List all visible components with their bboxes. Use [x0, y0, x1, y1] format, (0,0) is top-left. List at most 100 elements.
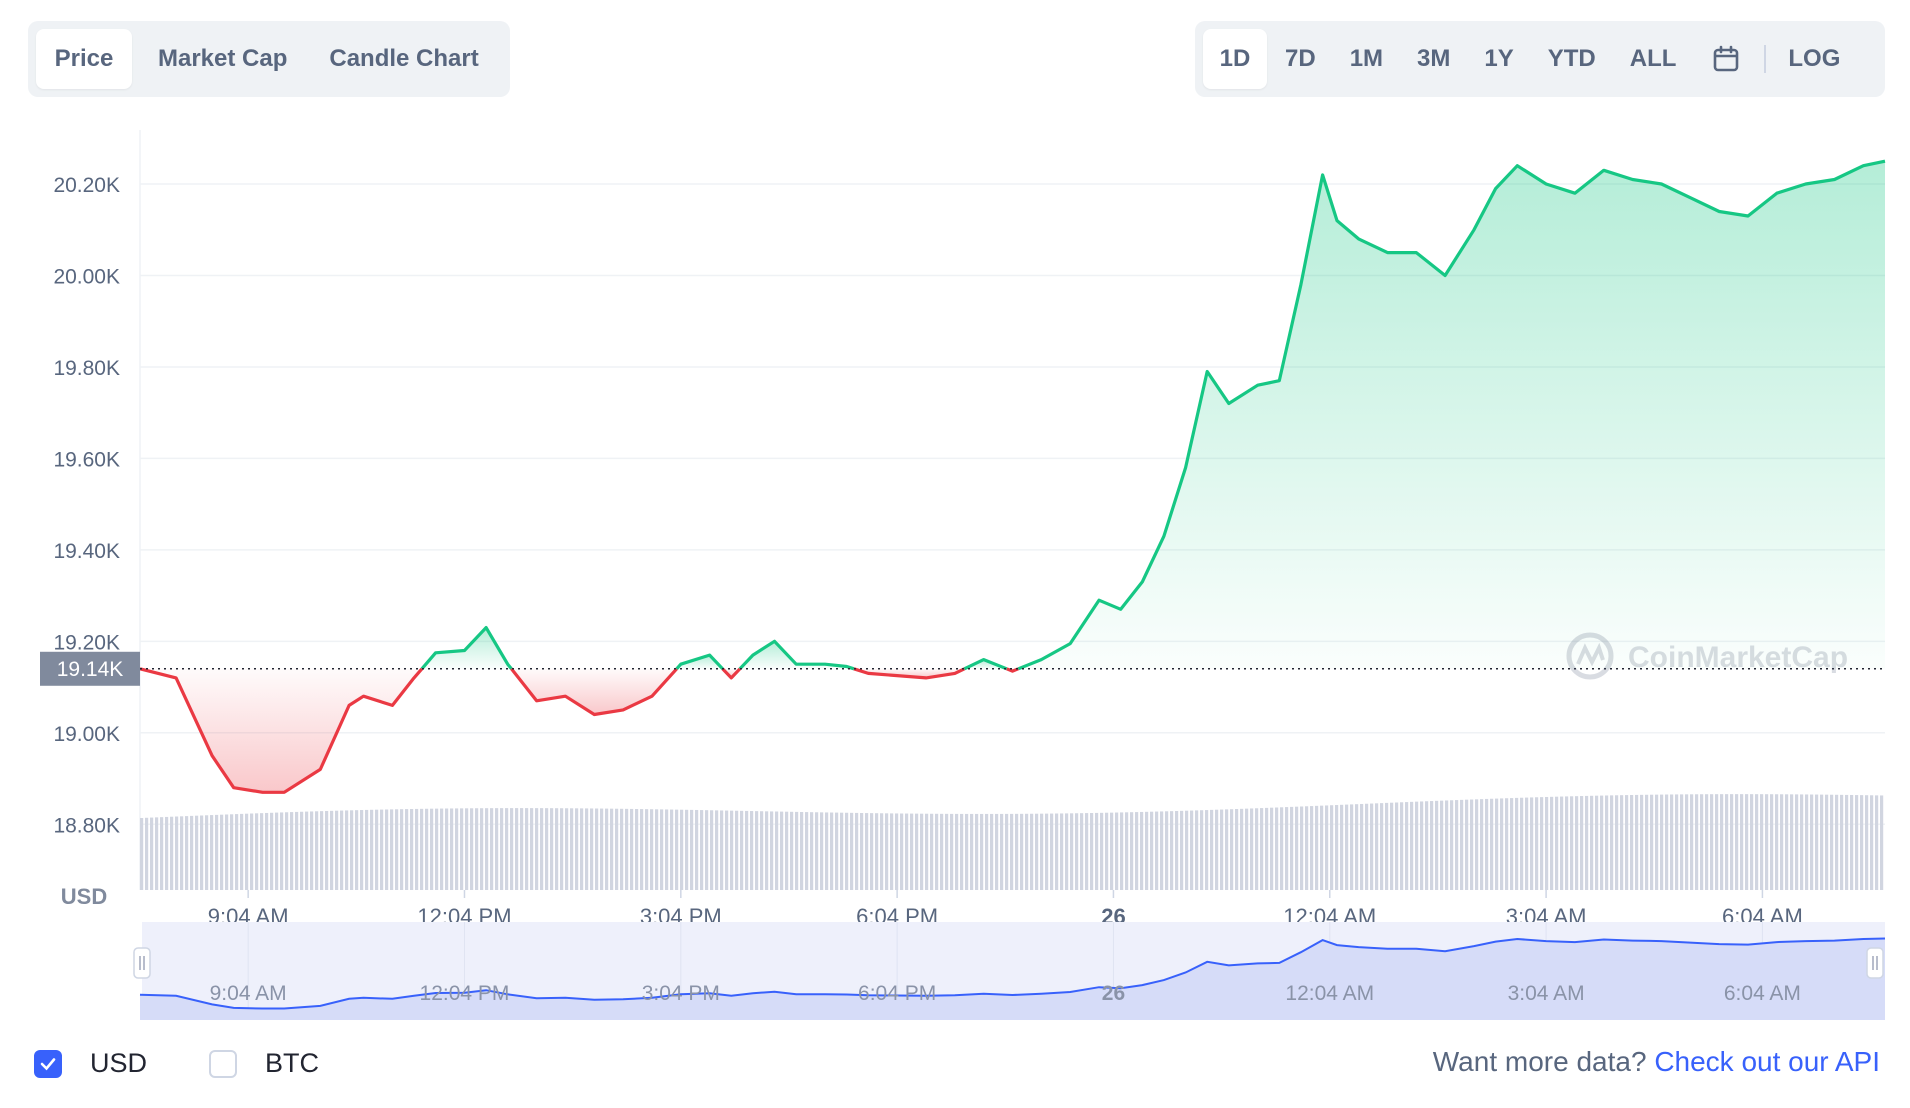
volume-bar: [845, 812, 849, 890]
range-navigator: 9:04 AM 12:04 PM 3:04 PM 6:04 PM 26 12:04 AM 3…: [133, 922, 1886, 1020]
watermark-text: CoinMarketCap: [1628, 641, 1848, 674]
volume-bar: [1715, 794, 1719, 890]
range-1d[interactable]: 1D: [1203, 29, 1267, 89]
volume-bar: [490, 808, 494, 890]
volume-bar: [1145, 811, 1149, 890]
volume-bar: [1200, 810, 1204, 890]
volume-bar: [345, 810, 349, 890]
volume-bar: [1595, 795, 1599, 890]
tab-price[interactable]: Price: [36, 29, 132, 89]
volume-bar: [395, 809, 399, 890]
navigator-tick-label: 6:04 AM: [1724, 982, 1801, 1005]
calendar-button[interactable]: [1702, 29, 1750, 89]
volume-bar: [1040, 813, 1044, 890]
volume-bar: [340, 810, 344, 890]
volume-bar: [1780, 794, 1784, 890]
volume-bar: [200, 815, 204, 890]
volume-bar: [1840, 794, 1844, 890]
volume-bar: [360, 810, 364, 890]
line-down-segment: [139, 667, 424, 794]
volume-bar: [1190, 810, 1194, 890]
y-tick-label: 19.60K: [53, 448, 120, 471]
volume-bar: [1705, 794, 1709, 890]
volume-bar: [1340, 804, 1344, 890]
api-prefix: Want more data?: [1432, 1046, 1647, 1077]
line-up-segment: [420, 626, 513, 670]
usd-checkbox[interactable]: [34, 1049, 62, 1078]
volume-bar: [1155, 811, 1159, 890]
volume-bar: [1030, 813, 1034, 890]
navigator-tick-label: 3:04 PM: [642, 982, 720, 1005]
y-tick-label: 19.40K: [53, 540, 120, 563]
range-1m[interactable]: 1M: [1349, 45, 1384, 72]
volume-bars: [140, 794, 1884, 890]
volume-bar: [860, 812, 864, 890]
tab-candle-chart[interactable]: Candle Chart: [329, 45, 479, 72]
btc-checkbox[interactable]: [209, 1049, 238, 1078]
volume-bar: [885, 813, 889, 890]
volume-bar: [1630, 795, 1634, 890]
volume-bar: [585, 808, 589, 890]
volume-bar: [1345, 804, 1349, 890]
volume-bar: [985, 813, 989, 890]
price-line: [139, 159, 1886, 794]
volume-bar: [375, 809, 379, 890]
volume-bar: [480, 808, 484, 890]
volume-bar: [500, 808, 504, 890]
volume-bar: [640, 809, 644, 890]
volume-bar: [1075, 813, 1079, 890]
volume-bar: [710, 810, 714, 890]
log-toggle[interactable]: LOG: [1788, 45, 1841, 72]
area-up: [739, 641, 854, 669]
volume-bar: [1350, 804, 1354, 890]
area-down: [140, 668, 422, 793]
volume-bar: [1500, 798, 1504, 890]
volume-bar: [175, 816, 179, 890]
range-all[interactable]: ALL: [1629, 45, 1677, 72]
volume-bar: [350, 810, 354, 890]
volume-bar: [940, 813, 944, 890]
volume-bar: [530, 808, 534, 890]
volume-bar: [765, 811, 769, 890]
volume-bar: [1800, 794, 1804, 890]
currency-toggle: USD BTC: [34, 1048, 381, 1079]
volume-bar: [1110, 812, 1114, 890]
volume-bar: [905, 813, 909, 890]
volume-bar: [1795, 794, 1799, 890]
volume-bar: [925, 813, 929, 890]
volume-bar: [950, 813, 954, 890]
handle-grip: [133, 947, 151, 979]
volume-bar: [1625, 795, 1629, 890]
volume-bar: [1230, 809, 1234, 890]
range-1y[interactable]: 1Y: [1484, 45, 1514, 72]
usd-label: USD: [90, 1048, 148, 1078]
volume-bar: [1260, 808, 1264, 890]
volume-bar: [1370, 803, 1374, 890]
volume-bar: [1210, 809, 1214, 890]
volume-bar: [830, 812, 834, 890]
volume-bar: [745, 810, 749, 890]
volume-bar: [1745, 794, 1749, 890]
range-ytd[interactable]: YTD: [1547, 45, 1596, 72]
api-link[interactable]: Check out our API: [1654, 1046, 1880, 1077]
volume-bar: [705, 810, 709, 890]
volume-bar: [970, 813, 974, 890]
range-3m[interactable]: 3M: [1417, 45, 1451, 72]
check-icon: [40, 1057, 56, 1070]
volume-bar: [770, 811, 774, 890]
area-up: [421, 627, 512, 669]
navigator-handle-right[interactable]: [1866, 947, 1884, 979]
navigator-tick-label: 3:04 AM: [1508, 982, 1585, 1005]
volume-bar: [635, 808, 639, 890]
volume-bar: [1685, 794, 1689, 890]
range-7d[interactable]: 7D: [1285, 45, 1316, 72]
navigator-handle-left[interactable]: [133, 947, 151, 979]
volume-bar: [210, 815, 214, 890]
volume-bar: [900, 813, 904, 890]
volume-bar: [1710, 794, 1714, 890]
volume-bar: [320, 811, 324, 890]
volume-bar: [1665, 794, 1669, 890]
navigator-tick-label: 12:04 PM: [420, 982, 510, 1005]
volume-bar: [1315, 805, 1319, 890]
tab-market-cap[interactable]: Market Cap: [158, 45, 288, 72]
